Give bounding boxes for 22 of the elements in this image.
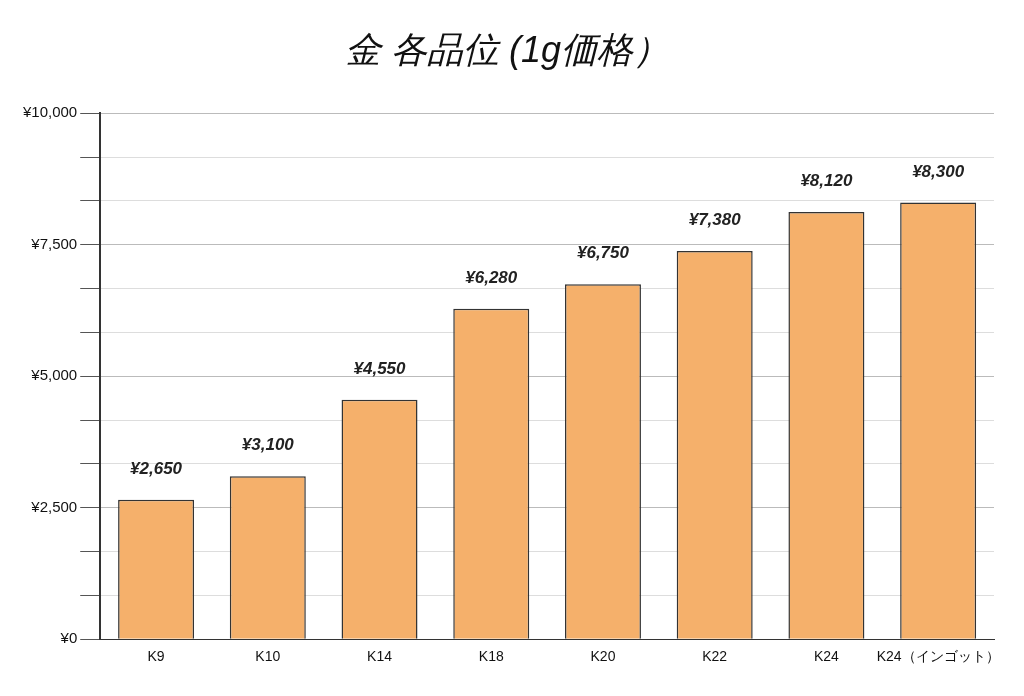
x-tick-label: K18 — [478, 648, 504, 665]
chart-title: 金 各品位 (1g価格） — [344, 28, 670, 70]
y-tick-label: ¥7,500 — [30, 234, 78, 252]
data-label: ¥6,750 — [576, 243, 630, 263]
x-tick-label: K20 — [590, 648, 616, 665]
data-label: ¥8,120 — [800, 171, 853, 191]
x-tick-label: K9 — [147, 648, 165, 665]
x-tick-label: K10 — [255, 648, 281, 665]
data-label: ¥8,300 — [912, 161, 965, 181]
y-tick-label: ¥5,000 — [30, 366, 78, 384]
data-label: ¥7,380 — [688, 210, 742, 230]
x-tick-label: K22 — [702, 648, 728, 665]
y-tick-label: ¥0 — [59, 629, 78, 647]
data-label: ¥3,100 — [241, 435, 295, 455]
y-tick-label: ¥10,000 — [21, 103, 78, 121]
data-label: ¥4,550 — [353, 359, 407, 379]
x-tick-label: K24 — [813, 648, 840, 665]
x-tick-label: K24（インゴット） — [876, 648, 1000, 665]
y-tick-label: ¥2,500 — [30, 497, 78, 515]
x-tick-label: K14 — [367, 648, 393, 665]
data-label: ¥6,280 — [465, 268, 518, 288]
data-label: ¥2,650 — [130, 459, 183, 478]
